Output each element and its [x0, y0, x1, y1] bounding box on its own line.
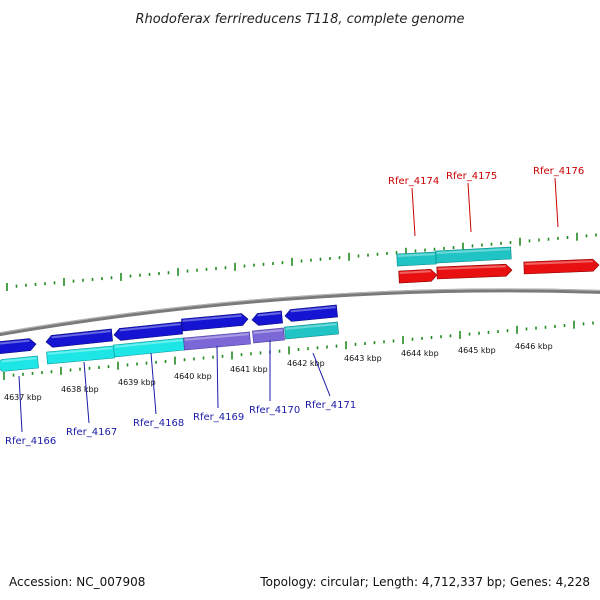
gene-leader-line — [18, 375, 23, 433]
gene-rfer-4166-light — [0, 355, 39, 372]
gene-rfer-4176-red — [523, 258, 600, 275]
position-label: 4638 kbp — [61, 385, 99, 394]
position-label: 4643 kbp — [344, 354, 382, 363]
gene-leader-line — [150, 352, 157, 415]
gene-rfer-4168-dark — [113, 321, 183, 341]
gene-rfer-4174-teal — [396, 251, 437, 267]
gene-leader-line — [467, 182, 472, 233]
position-label: 4637 kbp — [4, 393, 42, 402]
gene-rfer-4170-light — [252, 327, 285, 344]
genome-backbone — [0, 288, 600, 337]
lower-feature-track — [0, 304, 339, 372]
gene-label: Rfer_4174 — [388, 176, 439, 187]
gene-rfer-4167-dark — [45, 328, 113, 348]
gene-label: Rfer_4176 — [533, 166, 584, 177]
gene-leader-line — [312, 352, 331, 397]
position-label: 4640 kbp — [174, 372, 212, 381]
position-label: 4646 kbp — [515, 342, 553, 351]
position-label: 4645 kbp — [458, 346, 496, 355]
gene-rfer-4171-dark — [284, 304, 338, 322]
gene-label: Rfer_4169 — [193, 412, 244, 423]
gene-rfer-4168-light — [113, 337, 185, 358]
gene-label-layer: Rfer_4166 Rfer_4167 Rfer_4168 Rfer_4169 Rfer… — [5, 166, 584, 447]
gene-rfer-4169-dark — [181, 313, 249, 332]
position-label: 4642 kbp — [287, 359, 325, 368]
gene-rfer-4170-dark — [251, 310, 283, 326]
gene-rfer-4169-light — [183, 331, 251, 351]
gene-label: Rfer_4167 — [66, 427, 117, 438]
upper-feature-track — [396, 246, 600, 284]
accession-text: Accession: NC_007908 — [9, 575, 146, 589]
gene-label: Rfer_4175 — [446, 171, 497, 182]
gene-rfer-4175-red — [436, 263, 513, 280]
genome-backbone-highlight — [0, 288, 600, 334]
gene-label: Rfer_4171 — [305, 400, 356, 411]
gene-leader-line — [411, 187, 416, 237]
position-label: 4641 kbp — [230, 365, 268, 374]
gene-leader-line — [83, 361, 90, 424]
gene-label: Rfer_4168 — [133, 418, 184, 429]
gene-rfer-4175-teal — [435, 246, 512, 264]
gene-rfer-4171-light — [284, 321, 339, 340]
gene-rfer-4166-dark — [0, 338, 37, 354]
gene-leader-line — [554, 177, 559, 228]
position-label: 4644 kbp — [401, 349, 439, 358]
outer-tick-row — [6, 232, 597, 291]
position-label: 4639 kbp — [118, 378, 156, 387]
map-title: Rhodoferax ferrireducens T118, complete … — [135, 12, 464, 27]
genome-summary-text: Topology: circular; Length: 4,712,337 bp… — [260, 575, 590, 589]
gene-label: Rfer_4166 — [5, 436, 56, 447]
gene-rfer-4167-light — [46, 345, 115, 365]
gene-label: Rfer_4170 — [249, 405, 300, 416]
gene-leader-line — [216, 345, 219, 409]
inner-tick-row — [3, 320, 594, 380]
position-labels: 4637 kbp 4638 kbp 4639 kbp 4640 kbp 4641 kbp… — [4, 342, 553, 402]
gene-rfer-4174-red — [398, 268, 438, 284]
